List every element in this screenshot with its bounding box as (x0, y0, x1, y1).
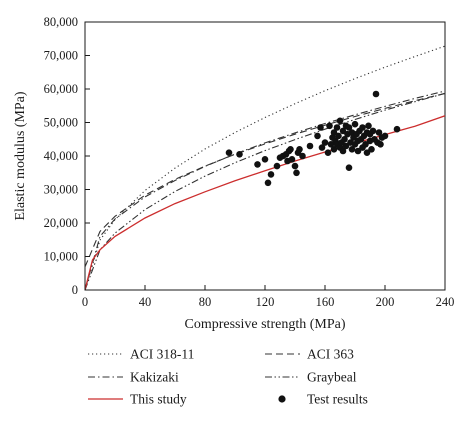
test-result-point (327, 141, 335, 148)
y-tick-label: 20,000 (44, 216, 78, 230)
legend: ACI 318-11 ACI 363 Kakizaki Graybeal This st… (88, 347, 368, 407)
series-lines (85, 45, 445, 290)
y-axis-title: Elastic modulus (MPa) (13, 91, 28, 220)
y-axis: 0 10,000 20,000 30,000 40,000 50,000 60,000 70,… (44, 15, 90, 297)
test-result-point (306, 142, 314, 150)
y-tick-label: 70,000 (44, 49, 78, 63)
test-result-point (326, 122, 333, 130)
series-line-graybeal (85, 92, 445, 290)
legend-label-graybeal: Graybeal (307, 370, 357, 385)
test-result-point (236, 151, 243, 158)
test-result-point (369, 127, 377, 135)
test-result-point (296, 146, 303, 153)
series-line-this-study (85, 115, 445, 290)
test-result-point (354, 147, 362, 155)
test-result-point (365, 122, 372, 130)
test-result-point (321, 139, 329, 146)
y-tick-label: 80,000 (44, 15, 78, 29)
test-result-point (299, 152, 306, 160)
test-result-point (267, 171, 275, 178)
legend-label-test-results: Test results (307, 392, 368, 407)
x-tick-label: 160 (316, 295, 335, 309)
scatter-points (225, 90, 401, 187)
y-tick-label: 40,000 (44, 149, 78, 163)
test-result-point (273, 162, 281, 170)
test-result-point (324, 149, 332, 156)
y-tick-label: 60,000 (44, 82, 78, 96)
legend-swatch-test-results (278, 395, 286, 403)
series-line-aci-318-11 (85, 45, 445, 290)
test-result-point (336, 117, 344, 125)
test-result-point (293, 169, 300, 177)
test-result-point (225, 149, 233, 156)
test-result-point (372, 90, 380, 98)
legend-label-kakizaki: Kakizaki (130, 370, 179, 385)
test-result-point (264, 179, 272, 187)
test-result-point (341, 136, 348, 143)
test-result-point (351, 120, 359, 128)
plot-area (84, 21, 446, 291)
x-axis-title: Compressive strength (MPa) (185, 317, 346, 332)
test-result-point (368, 146, 375, 153)
test-result-point (254, 161, 261, 168)
test-result-point (345, 124, 353, 131)
test-result-point (318, 144, 326, 151)
x-tick-label: 40 (139, 295, 152, 309)
test-result-point (363, 149, 371, 156)
x-axis: 0 40 80 120 160 200 240 (82, 285, 455, 309)
series-line-kakizaki (85, 90, 445, 290)
test-result-point (345, 164, 353, 171)
test-result-point (333, 124, 341, 131)
test-result-point (261, 156, 269, 163)
test-result-point (375, 129, 383, 136)
legend-label-aci-363: ACI 363 (307, 347, 354, 362)
test-result-point (377, 141, 384, 148)
series-line-aci-363 (85, 92, 445, 268)
test-result-point (342, 142, 350, 150)
test-result-point (314, 132, 321, 140)
test-result-point (317, 124, 324, 131)
x-tick-label: 0 (82, 295, 88, 309)
legend-label-aci-318-11: ACI 318-11 (130, 347, 194, 362)
y-tick-label: 30,000 (44, 183, 78, 197)
test-result-point (287, 146, 294, 153)
test-result-point (359, 124, 366, 131)
x-tick-label: 240 (436, 295, 455, 309)
y-tick-label: 0 (72, 283, 78, 297)
legend-label-this-study: This study (130, 392, 187, 407)
x-tick-label: 80 (199, 295, 212, 309)
x-tick-label: 120 (256, 295, 275, 309)
test-result-point (330, 129, 338, 136)
y-tick-label: 50,000 (44, 116, 78, 130)
test-result-point (330, 146, 338, 153)
test-result-point (362, 141, 369, 148)
test-result-point (393, 125, 401, 133)
test-result-point (348, 146, 356, 153)
test-result-point (288, 156, 296, 163)
test-result-point (291, 162, 299, 170)
test-result-point (339, 147, 347, 155)
y-tick-label: 10,000 (44, 250, 78, 264)
test-result-point (381, 132, 389, 140)
test-result-point (335, 132, 342, 140)
x-tick-label: 200 (376, 295, 395, 309)
